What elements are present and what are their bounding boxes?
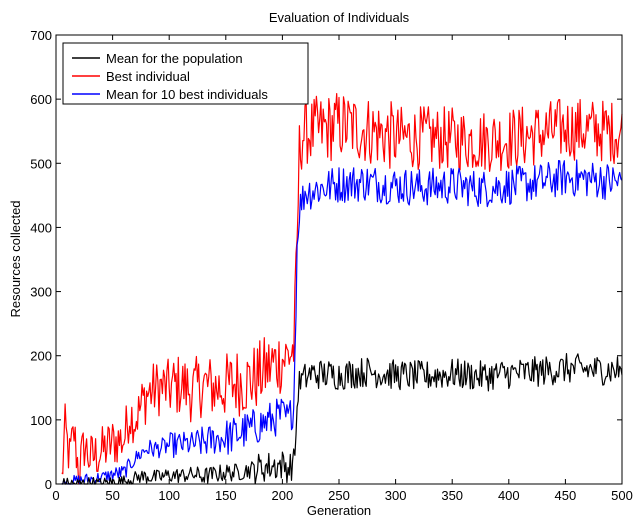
legend-label-top10-mean: Mean for 10 best individuals <box>106 87 268 102</box>
y-tick-label: 100 <box>30 413 52 428</box>
series-line <box>61 159 623 485</box>
axes-layer: 0 50 100 150 200 250 300 350 400 450 500 0 100 200 300… <box>30 28 633 503</box>
x-tick-label: 450 <box>555 488 577 503</box>
legend-box <box>62 42 309 105</box>
y-axis-label: Resources collected <box>8 200 23 317</box>
x-tick-label: 300 <box>385 488 407 503</box>
legend-label-population-mean: Mean for the population <box>106 51 243 66</box>
legend: Mean for the population Best individual … <box>62 42 309 105</box>
x-tick-label: 50 <box>105 488 119 503</box>
x-tick-label: 350 <box>441 488 463 503</box>
y-tick-label: 300 <box>30 285 52 300</box>
y-tick-label: 200 <box>30 349 52 364</box>
x-axis-label: Generation <box>307 503 371 518</box>
legend-label-best-individual: Best individual <box>106 69 190 84</box>
y-tick-label: 500 <box>30 156 52 171</box>
x-tick-label: 250 <box>328 488 350 503</box>
x-tick-label: 200 <box>272 488 294 503</box>
y-tick-label: 400 <box>30 220 52 235</box>
y-tick-label: 700 <box>30 28 52 43</box>
x-tick-label: 500 <box>611 488 633 503</box>
x-tick-label: 100 <box>158 488 180 503</box>
x-tick-label: 400 <box>498 488 520 503</box>
chart-title: Evaluation of Individuals <box>269 10 410 25</box>
x-tick-label: 0 <box>52 488 59 503</box>
series-layer <box>61 93 623 485</box>
series-line <box>61 353 623 485</box>
y-tick-label: 0 <box>45 477 52 492</box>
y-tick-label: 600 <box>30 92 52 107</box>
x-tick-label: 150 <box>215 488 237 503</box>
series-line <box>61 93 623 485</box>
